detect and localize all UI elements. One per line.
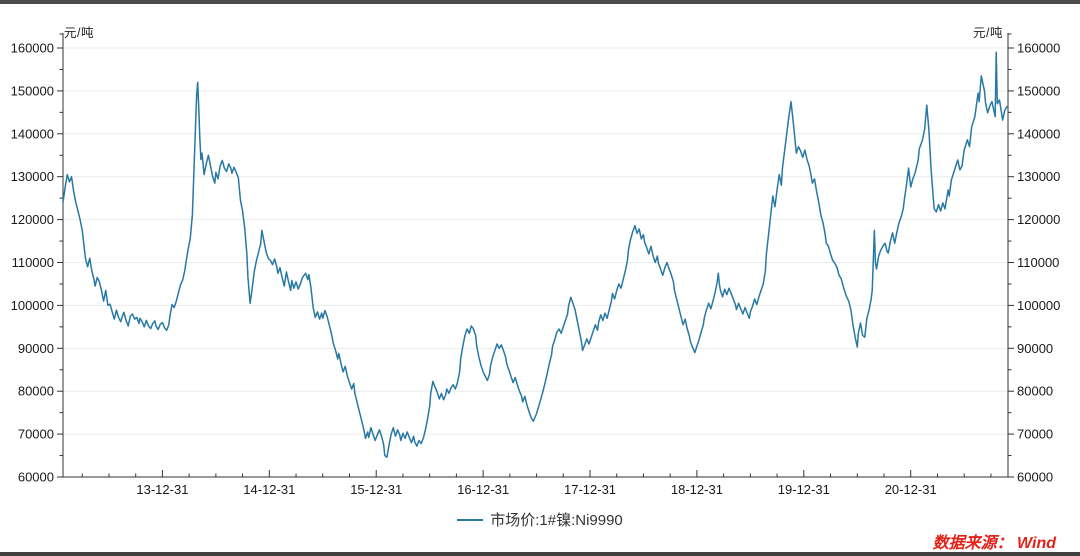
legend-line-swatch	[457, 518, 484, 521]
x-tick-label: 18-12-31	[671, 482, 723, 497]
y-tick-label-left: 90000	[18, 341, 54, 356]
y-tick-label-right: 140000	[1017, 126, 1060, 141]
y-tick-label-left: 140000	[11, 126, 54, 141]
x-tick-label: 13-12-31	[136, 482, 188, 497]
x-tick-label: 16-12-31	[457, 482, 509, 497]
x-axis: 13-12-31 14-12-31 15-12-31 16-12-31 17-12-31…	[81, 470, 992, 497]
y-tick-label-right: 80000	[1017, 384, 1053, 399]
x-tick-label: 14-12-31	[243, 482, 295, 497]
y-tick-label-left: 130000	[11, 169, 54, 184]
x-tick-label: 20-12-31	[885, 482, 937, 497]
y-axis-unit-label-left: 元/吨	[64, 26, 94, 40]
y-axis-left: 60000 70000 80000 90000 100000 110000 120000 13…	[11, 33, 63, 485]
y-tick-label-right: 110000	[1017, 255, 1059, 270]
window-top-edge	[0, 0, 1080, 4]
y-tick-label-right: 100000	[1017, 298, 1060, 313]
y-tick-label-left: 150000	[11, 83, 54, 98]
price-line	[62, 51, 1008, 459]
y-tick-label-left: 120000	[11, 212, 54, 227]
data-source-note: 数据来源： Wind	[932, 535, 1056, 552]
window-bottom-edge	[0, 552, 1080, 556]
y-axis-right: 60000 70000 80000 90000 100000 110000 120000 13…	[1008, 33, 1060, 485]
y-tick-label-right: 120000	[1017, 212, 1060, 227]
y-axis-unit-label-right: 元/吨	[973, 26, 1003, 40]
x-tick-label: 15-12-31	[350, 482, 402, 497]
y-tick-label-left: 110000	[12, 255, 54, 270]
price-series	[62, 51, 1008, 459]
y-tick-label-right: 150000	[1017, 83, 1060, 98]
y-tick-label-right: 90000	[1017, 341, 1053, 356]
y-tick-label-left: 70000	[18, 427, 54, 442]
legend: 市场价:1#镍:Ni9990	[0, 509, 1080, 530]
y-tick-label-left: 100000	[11, 298, 54, 313]
y-tick-label-right: 70000	[1017, 427, 1053, 442]
y-tick-label-right: 160000	[1017, 41, 1060, 56]
y-tick-label-right: 60000	[1017, 470, 1053, 485]
grid-lines	[63, 47, 1008, 435]
legend-series-label: 市场价:1#镍:Ni9990	[490, 512, 623, 529]
y-tick-label-left: 160000	[11, 41, 54, 56]
y-tick-label-left: 80000	[18, 384, 54, 399]
x-tick-label: 19-12-31	[778, 482, 830, 497]
y-tick-label-right: 130000	[1017, 169, 1060, 184]
y-tick-label-left: 60000	[18, 470, 54, 485]
axis-frame	[62, 33, 1009, 478]
x-tick-label: 17-12-31	[564, 482, 616, 497]
